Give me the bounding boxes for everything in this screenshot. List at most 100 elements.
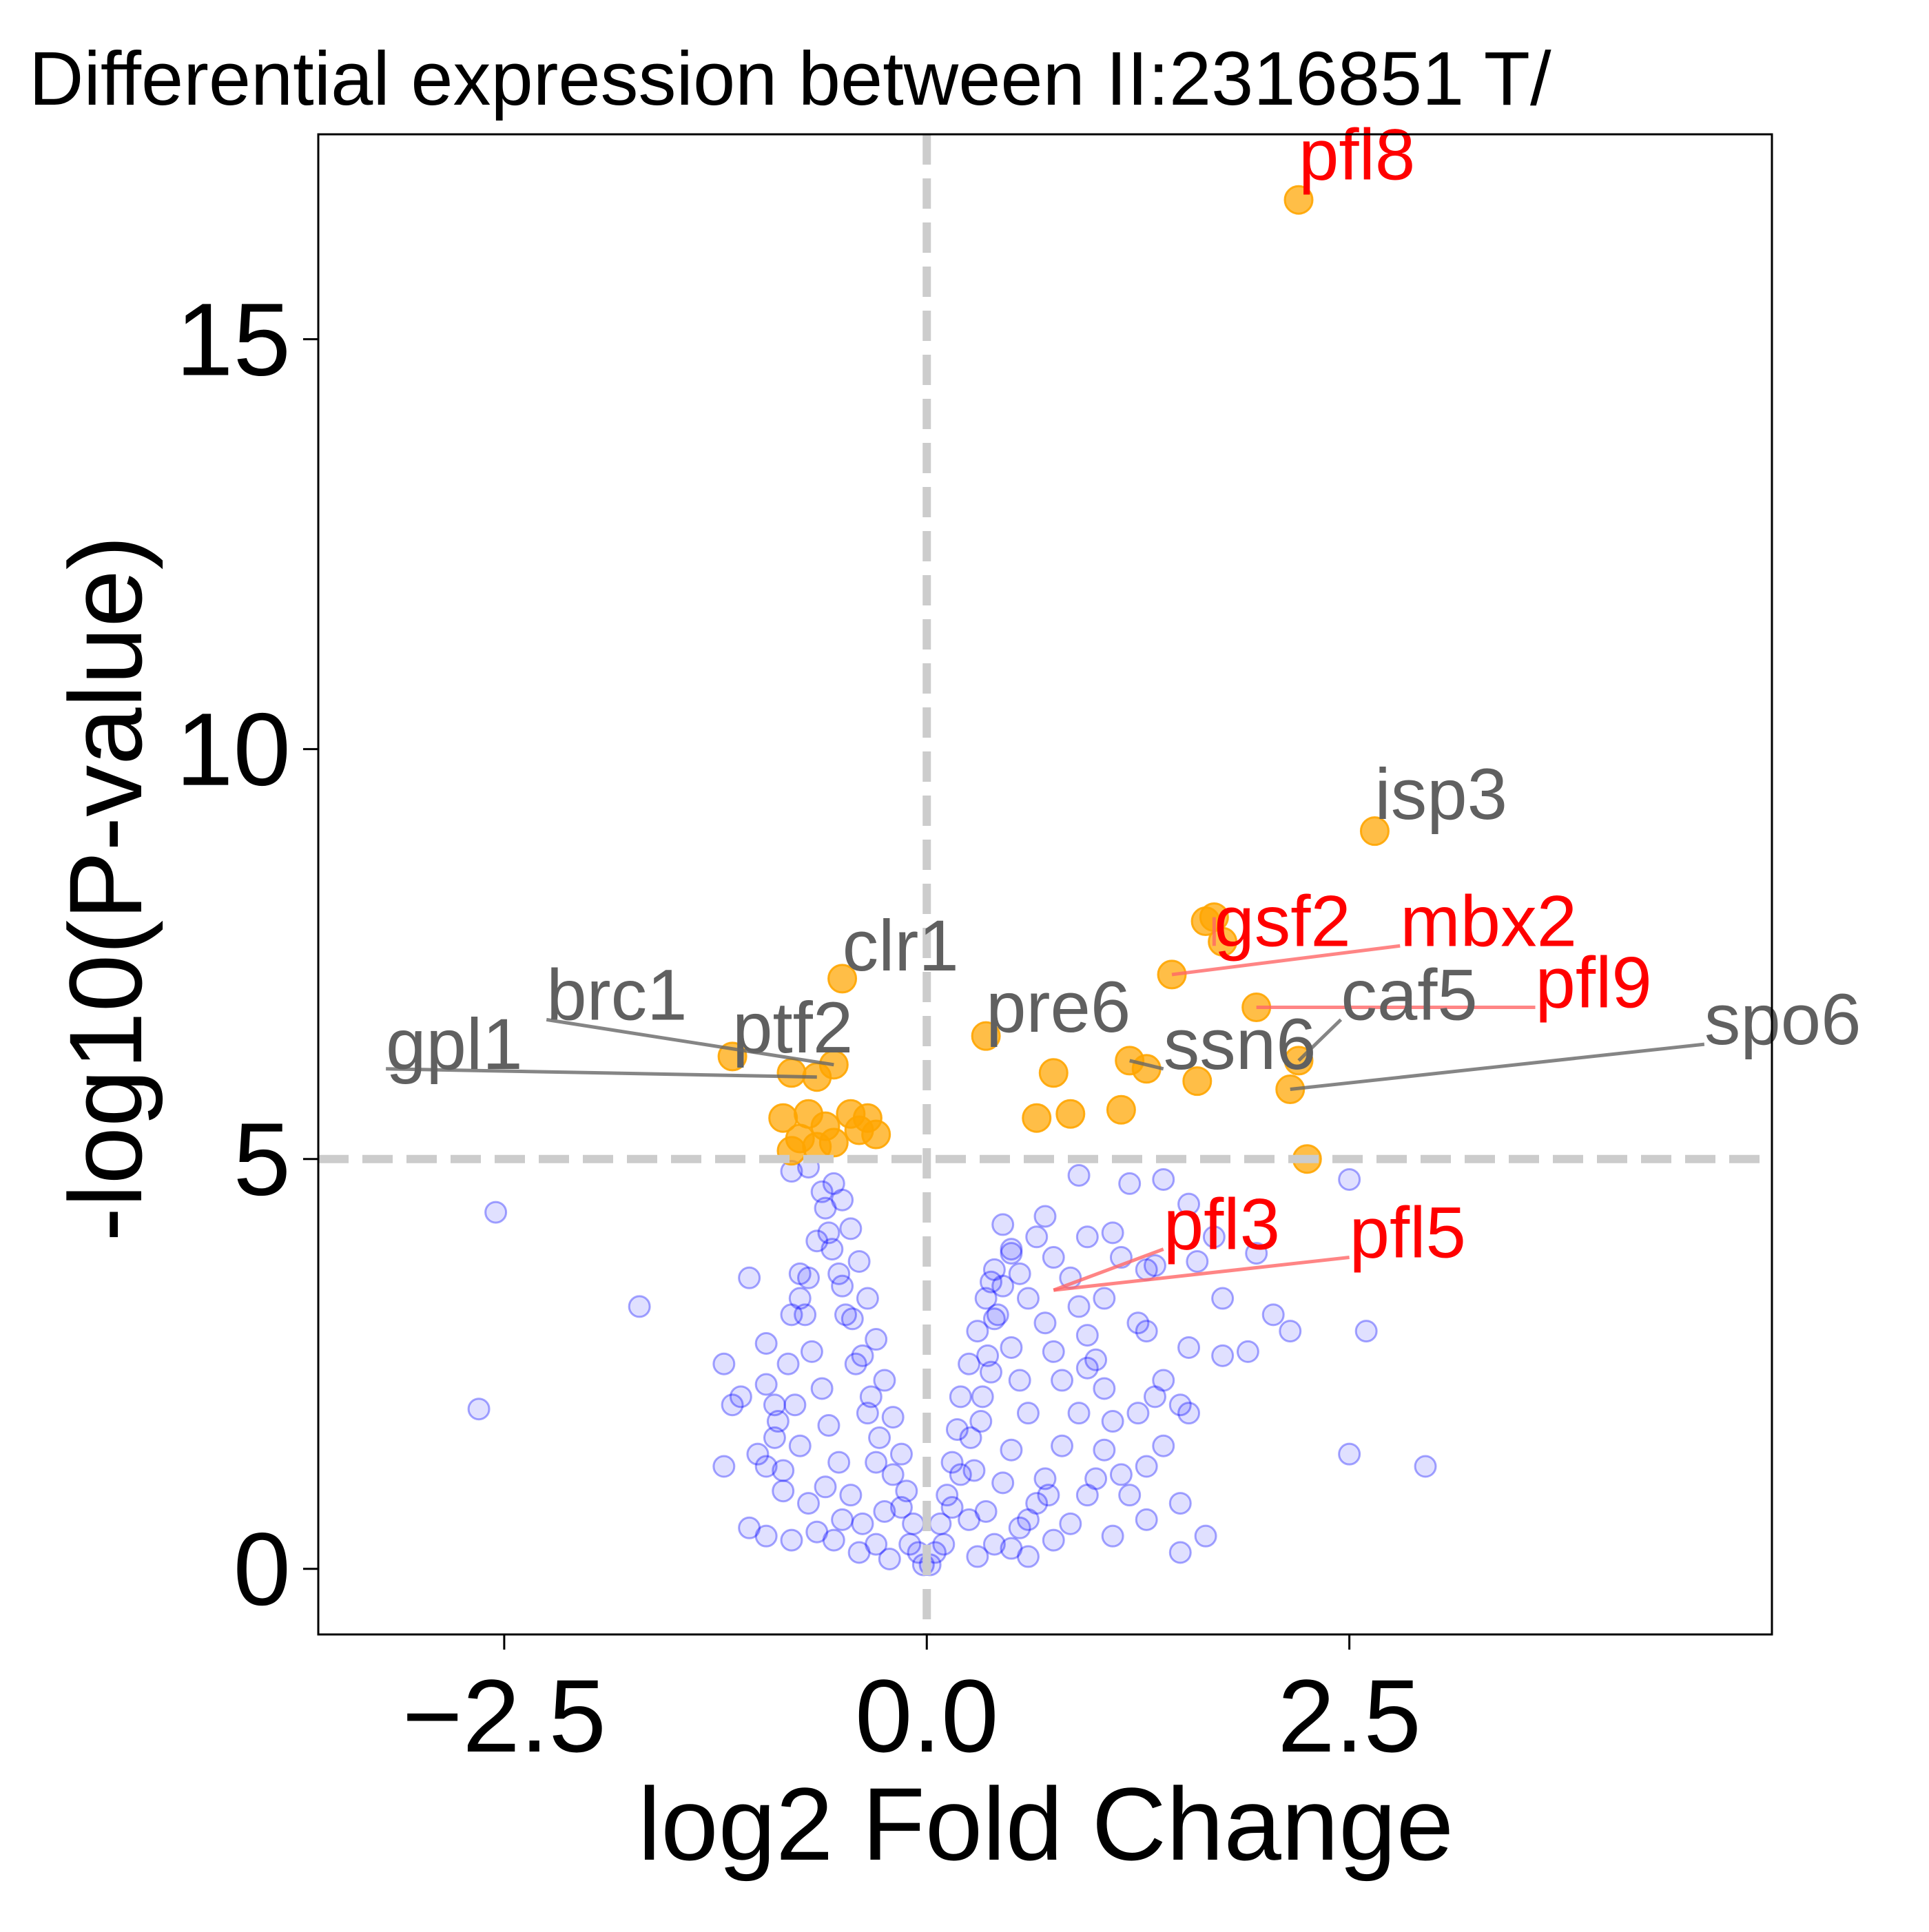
- nonsignificant-point: [991, 1213, 1015, 1236]
- nonsignificant-point: [959, 1426, 982, 1449]
- nonsignificant-point: [859, 1385, 883, 1409]
- nonsignificant-point: [940, 1451, 964, 1474]
- nonsignificant-point: [805, 1520, 829, 1544]
- nonsignificant-point: [1177, 1402, 1201, 1425]
- nonsignificant-point: [814, 1475, 837, 1499]
- nonsignificant-point: [979, 1360, 1002, 1384]
- nonsignificant-point: [1211, 1287, 1235, 1310]
- nonsignificant-point: [966, 1545, 989, 1568]
- nonsignificant-point: [1016, 1402, 1040, 1425]
- nonsignificant-point: [982, 1258, 1006, 1281]
- annotation-leader-line: [1297, 1018, 1343, 1062]
- nonsignificant-point: [966, 1320, 989, 1343]
- nonsignificant-point: [1042, 1340, 1065, 1363]
- nonsignificant-point: [1152, 1369, 1175, 1392]
- nonsignificant-point: [1143, 1254, 1166, 1277]
- nonsignificant-point: [1261, 1303, 1285, 1327]
- nonsignificant-point: [865, 1451, 888, 1474]
- nonsignificant-point: [878, 1548, 901, 1571]
- nonsignificant-point: [1000, 1238, 1023, 1261]
- nonsignificant-point: [889, 1496, 913, 1519]
- nonsignificant-point: [827, 1451, 851, 1474]
- nonsignificant-point: [805, 1229, 829, 1253]
- nonsignificant-point: [1168, 1393, 1192, 1417]
- nonsignificant-point: [1118, 1484, 1142, 1507]
- nonsignificant-point: [1051, 1434, 1074, 1457]
- nonsignificant-point: [1101, 1524, 1124, 1548]
- nonsignificant-point: [817, 1221, 840, 1245]
- nonsignificant-point: [780, 1528, 803, 1552]
- annotation-label: pfl8: [1299, 114, 1415, 195]
- nonsignificant-point: [1126, 1311, 1150, 1335]
- nonsignificant-point: [840, 1307, 864, 1331]
- nonsignificant-point: [936, 1484, 959, 1507]
- nonsignificant-point: [958, 1352, 981, 1375]
- nonsignificant-point: [1059, 1512, 1082, 1535]
- nonsignificant-point: [797, 1266, 821, 1289]
- nonsignificant-point: [766, 1410, 790, 1433]
- nonsignificant-point: [847, 1541, 871, 1564]
- nonsignificant-point: [1042, 1528, 1065, 1552]
- nonsignificant-point: [788, 1287, 812, 1310]
- nonsignificant-point: [1194, 1524, 1217, 1548]
- nonsignificant-point: [822, 1528, 845, 1552]
- significant-point: [1283, 185, 1314, 215]
- nonsignificant-point: [1152, 1434, 1175, 1457]
- y-tick-label: 10: [176, 692, 291, 807]
- nonsignificant-point: [932, 1533, 956, 1556]
- nonsignificant-point: [1093, 1438, 1116, 1462]
- nonsignificant-point: [1051, 1369, 1074, 1392]
- nonsignificant-point: [1067, 1164, 1091, 1187]
- nonsignificant-point: [851, 1344, 874, 1367]
- nonsignificant-point: [1000, 1438, 1023, 1462]
- nonsignificant-point: [976, 1344, 1000, 1367]
- nonsignificant-point: [831, 1508, 854, 1531]
- annotation-label: gpl1: [386, 1004, 523, 1085]
- nonsignificant-point: [865, 1328, 888, 1351]
- nonsignificant-point: [788, 1434, 812, 1457]
- significant-point: [1038, 1058, 1069, 1088]
- annotation-label: ptf2: [732, 988, 853, 1068]
- nonsignificant-point: [831, 1188, 854, 1212]
- significant-point: [1022, 1103, 1052, 1133]
- nonsignificant-point: [1000, 1336, 1023, 1359]
- nonsignificant-point: [844, 1352, 867, 1375]
- nonsignificant-point: [1000, 1242, 1023, 1265]
- nonsignificant-point: [1186, 1249, 1209, 1273]
- nonsignificant-point: [788, 1262, 812, 1285]
- nonsignificant-point: [1075, 1324, 1099, 1347]
- nonsignificant-point: [1008, 1262, 1031, 1285]
- nonsignificant-point: [831, 1274, 854, 1298]
- nonsignificant-point: [772, 1479, 795, 1503]
- nonsignificant-point: [1025, 1225, 1049, 1249]
- nonsignificant-point: [1168, 1541, 1192, 1564]
- nonsignificant-point: [881, 1463, 905, 1486]
- nonsignificant-point: [1177, 1192, 1201, 1216]
- nonsignificant-point: [1211, 1344, 1235, 1367]
- nonsignificant-point: [986, 1303, 1009, 1327]
- nonsignificant-point: [738, 1266, 761, 1289]
- nonsignificant-point: [1008, 1516, 1031, 1539]
- nonsignificant-point: [873, 1369, 896, 1392]
- nonsignificant-point: [945, 1417, 969, 1441]
- nonsignificant-point: [1202, 1225, 1226, 1249]
- threshold-lines: [318, 134, 1772, 1634]
- nonsignificant-point: [1033, 1467, 1057, 1490]
- nonsignificant-point: [1000, 1537, 1023, 1560]
- nonsignificant-point: [754, 1331, 778, 1355]
- nonsignificant-point: [821, 1238, 844, 1261]
- nonsignificant-point: [1016, 1545, 1040, 1568]
- nonsignificant-point: [1143, 1385, 1166, 1409]
- annotation-label: isp3: [1374, 754, 1507, 835]
- significant-point: [1106, 1094, 1136, 1125]
- nonsignificant-point: [721, 1393, 744, 1417]
- nonsignificant-point: [800, 1340, 823, 1363]
- x-tick-label: 2.5: [1277, 1658, 1421, 1774]
- nonsignificant-point: [763, 1426, 786, 1449]
- nonsignificant-point: [754, 1455, 778, 1478]
- annotation-label: clr1: [843, 906, 959, 986]
- nonsignificant-point: [797, 1492, 821, 1515]
- nonsignificant-point: [814, 1196, 837, 1220]
- nonsignificant-point: [979, 1270, 1002, 1294]
